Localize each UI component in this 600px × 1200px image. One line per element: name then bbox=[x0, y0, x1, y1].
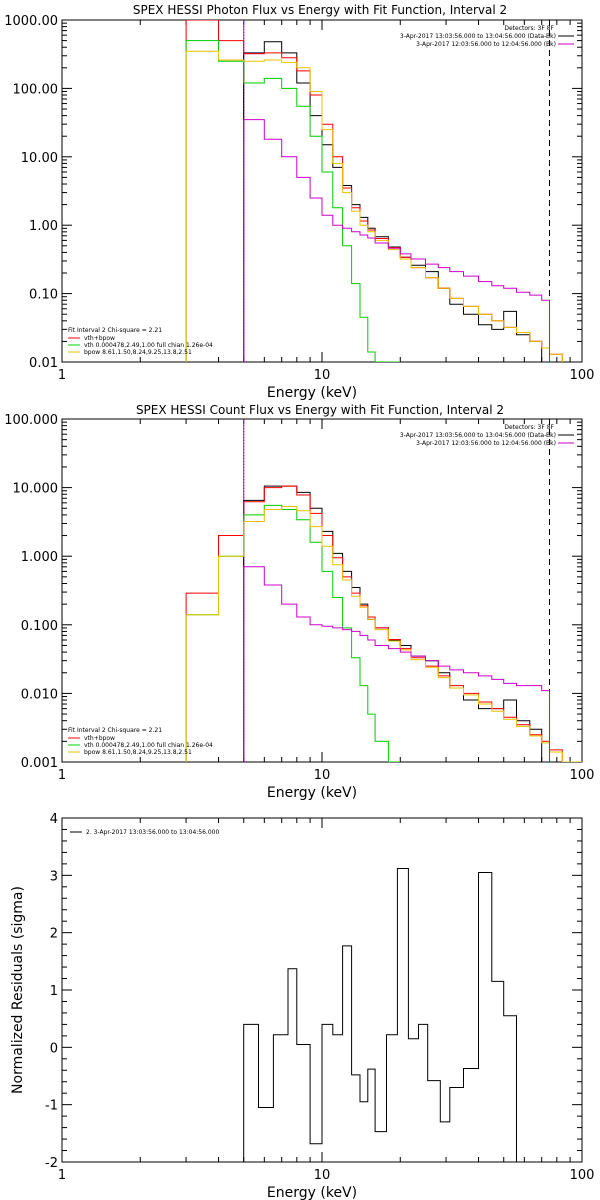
y-tick-label: 1.000 bbox=[21, 550, 58, 565]
y-tick-label: 0.100 bbox=[21, 619, 58, 634]
y-tick-label: 10.000 bbox=[13, 482, 59, 497]
fit-legend-entry: vth+bpow bbox=[84, 335, 115, 342]
y-tick-label: 0.01 bbox=[29, 356, 58, 371]
fit-legend-header: Fit Interval 2 Chi-square = 2.21 bbox=[68, 327, 162, 334]
y-tick-label: 10.00 bbox=[21, 151, 58, 166]
x-axis-label: Energy (keV) bbox=[267, 785, 357, 801]
series-data-bk bbox=[243, 485, 543, 762]
fit-legend-entry: vth 0.000478,2.49,1.00 full chian 1.26e-… bbox=[84, 742, 213, 749]
legend-entry: 2. 3-Apr-2017 13:03:56.000 to 13:04:56.0… bbox=[86, 829, 219, 836]
y-tick-label: 0.10 bbox=[29, 288, 58, 303]
y-tick-label: -1 bbox=[45, 1099, 58, 1114]
y-tick-label: 2 bbox=[50, 927, 58, 942]
legend-entry: 3-Apr-2017 12:03:56.000 to 12:04:56.000 … bbox=[416, 440, 556, 447]
series-bk bbox=[243, 119, 550, 362]
y-tick-label: 0 bbox=[50, 1041, 58, 1056]
series-bpow bbox=[185, 50, 563, 362]
panel-title: SPEX HESSI Count Flux vs Energy with Fit… bbox=[136, 403, 504, 417]
series-bk bbox=[243, 566, 550, 762]
y-tick-label: 1000.00 bbox=[4, 14, 58, 29]
series-data-bk bbox=[243, 41, 543, 362]
x-tick-label: 10 bbox=[314, 368, 331, 383]
y-tick-label: 100.00 bbox=[13, 82, 59, 97]
y-tick-label: 1.00 bbox=[29, 219, 58, 234]
x-tick-label: 1 bbox=[58, 1168, 66, 1183]
y-tick-label: 100.000 bbox=[4, 413, 58, 428]
legend-entry: 3-Apr-2017 12:03:56.000 to 12:04:56.000 … bbox=[416, 41, 556, 48]
panel-title: SPEX HESSI Photon Flux vs Energy with Fi… bbox=[133, 3, 507, 17]
y-tick-label: 1 bbox=[50, 984, 58, 999]
series-vth bbox=[185, 504, 401, 762]
y-tick-label: 0.010 bbox=[21, 687, 58, 702]
x-axis-label: Energy (keV) bbox=[267, 1185, 357, 1200]
plot-area bbox=[185, 20, 563, 362]
x-tick-label: 10 bbox=[314, 768, 331, 783]
fit-legend-entry: vth 0.000478,2.49,1.00 full chian 1.26e-… bbox=[84, 342, 213, 349]
fit-legend-entry: vth+bpow bbox=[84, 735, 115, 742]
y-tick-label: -2 bbox=[45, 1156, 58, 1171]
series-vth-bpow bbox=[185, 20, 563, 362]
series-residuals bbox=[243, 868, 517, 1162]
plot-area bbox=[243, 868, 517, 1162]
legend-entry: 3-Apr-2017 13:03:56.000 to 13:04:56.000 … bbox=[400, 33, 556, 40]
legend-header: Detectors: 3F 8F bbox=[504, 25, 554, 32]
y-tick-label: 4 bbox=[50, 812, 58, 827]
x-tick-label: 100 bbox=[570, 1168, 595, 1183]
x-axis-label: Energy (keV) bbox=[267, 385, 357, 401]
x-tick-label: 100 bbox=[570, 368, 595, 383]
x-tick-label: 1 bbox=[58, 368, 66, 383]
plot-area bbox=[185, 419, 582, 762]
residuals-panel: 1 10 100 Energy (keV) -2 -1 0 1 2 3 4 Normalized Re… bbox=[10, 812, 594, 1200]
fit-legend-entry: bpow 8.61,1.50,8.24,9.25,13.8,2.51 bbox=[84, 349, 192, 356]
photon-flux-panel: SPEX HESSI Photon Flux vs Energy with Fi… bbox=[4, 3, 594, 401]
x-tick-label: 1 bbox=[58, 768, 66, 783]
fit-legend-entry: bpow 8.61,1.50,8.24,9.25,13.8,2.51 bbox=[84, 749, 192, 756]
y-axis-label: Normalized Residuals (sigma) bbox=[10, 886, 26, 1094]
x-tick-label: 100 bbox=[570, 768, 595, 783]
x-tick-label: 10 bbox=[314, 1168, 331, 1183]
legend-header: Detectors: 3F 8F bbox=[504, 424, 554, 431]
series-vth bbox=[185, 40, 401, 362]
y-tick-label: 0.001 bbox=[21, 756, 58, 771]
legend-entry: 3-Apr-2017 13:03:56.000 to 13:04:56.000 … bbox=[400, 432, 556, 439]
plot-frame bbox=[61, 19, 583, 363]
y-tick-label: 3 bbox=[50, 869, 58, 884]
count-flux-panel: SPEX HESSI Count Flux vs Energy with Fit… bbox=[4, 403, 594, 801]
fit-legend-header: Fit Interval 2 Chi-square = 2.21 bbox=[68, 727, 162, 734]
series-bpow bbox=[185, 506, 582, 762]
